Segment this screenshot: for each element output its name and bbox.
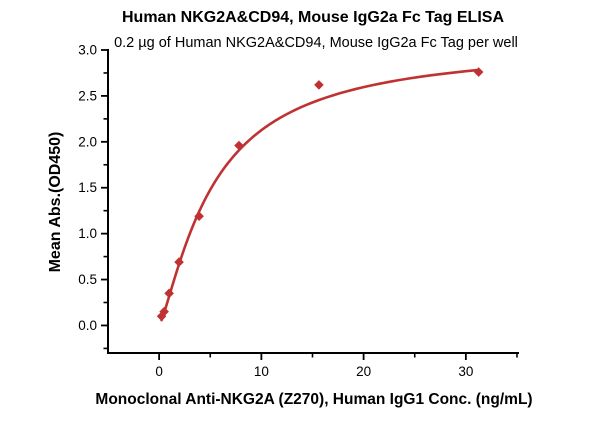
data-point-diamond	[473, 67, 484, 77]
data-point-diamond	[234, 140, 244, 151]
x-tick-label: 0	[155, 364, 163, 379]
data-point-diamond	[156, 311, 167, 322]
y-tick-label: 0.5	[78, 272, 97, 287]
y-tick-label: 0.0	[78, 318, 97, 333]
y-tick-label: 1.0	[78, 226, 97, 241]
y-tick-label: 3.0	[78, 43, 97, 58]
fit-curve	[160, 68, 480, 322]
chart-subtitle: 0.2 µg of Human NKG2A&CD94, Mouse IgG2a …	[114, 35, 518, 51]
data-point-diamond	[174, 257, 184, 267]
data-point-diamond	[194, 211, 204, 221]
x-tick-label: 30	[458, 364, 473, 379]
x-tick-label: 10	[254, 364, 269, 379]
data-point-diamond	[164, 288, 174, 299]
y-tick-label: 1.5	[78, 180, 97, 195]
x-tick-label: 20	[356, 364, 371, 379]
data-point-diamond	[314, 80, 324, 90]
data-point-diamond	[159, 306, 169, 317]
y-tick-label: 2.0	[78, 134, 97, 149]
y-tick-label: 2.5	[78, 88, 97, 103]
x-axis-label: Monoclonal Anti-NKG2A (Z270), Human IgG1…	[95, 391, 533, 408]
chart-title: Human NKG2A&CD94, Mouse IgG2a Fc Tag ELI…	[122, 9, 504, 26]
